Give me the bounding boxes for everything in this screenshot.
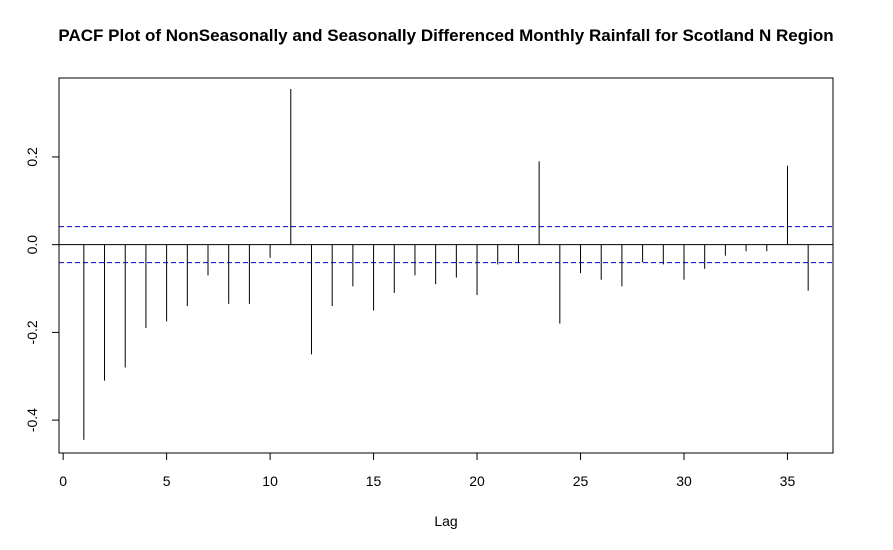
confidence-lines (59, 226, 833, 264)
plot-area (58, 77, 834, 454)
x-tick-label: 20 (469, 473, 485, 489)
y-tick-label: 0.2 (24, 147, 40, 167)
y-tick-label: -0.2 (24, 320, 40, 344)
plot-frame (58, 77, 834, 454)
y-axis: -0.4 -0.2 0.0 0.2 (24, 147, 60, 432)
x-tick-label: 35 (780, 473, 796, 489)
x-tick-label: 25 (573, 473, 589, 489)
y-tick-label: -0.4 (24, 408, 40, 432)
y-tick-label: 0.0 (24, 235, 40, 255)
x-axis-label: Lag (434, 513, 457, 529)
pacf-bars (83, 88, 809, 440)
x-axis: 0 5 10 15 20 25 30 35 (59, 452, 796, 489)
x-tick-label: 0 (59, 473, 67, 489)
x-tick-label: 15 (366, 473, 382, 489)
chart-title: PACF Plot of NonSeasonally and Seasonall… (58, 26, 833, 45)
x-tick-label: 10 (262, 473, 278, 489)
x-tick-label: 5 (163, 473, 171, 489)
x-tick-label: 30 (676, 473, 692, 489)
